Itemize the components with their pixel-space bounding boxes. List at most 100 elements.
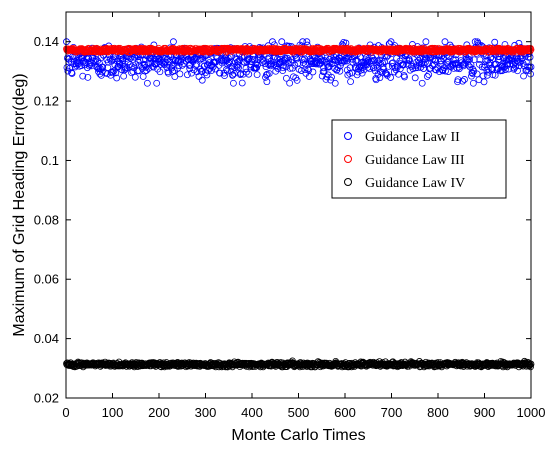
data-point bbox=[515, 62, 523, 70]
data-point bbox=[153, 79, 161, 87]
data-point bbox=[484, 65, 492, 73]
data-point bbox=[400, 60, 407, 68]
data-point bbox=[276, 55, 284, 63]
data-point bbox=[193, 60, 201, 68]
data-point bbox=[251, 56, 259, 63]
x-tick-label: 700 bbox=[381, 405, 403, 420]
data-point bbox=[110, 67, 118, 75]
data-point bbox=[258, 59, 266, 66]
data-point bbox=[353, 71, 361, 79]
x-tick-label: 900 bbox=[474, 405, 496, 420]
data-point bbox=[441, 38, 449, 46]
data-point bbox=[454, 76, 462, 84]
data-point bbox=[268, 60, 275, 68]
data-point bbox=[356, 63, 363, 71]
data-point bbox=[274, 65, 282, 73]
data-point bbox=[286, 79, 294, 87]
data-point bbox=[249, 56, 256, 63]
data-point bbox=[364, 56, 372, 64]
data-point bbox=[220, 56, 228, 64]
data-point bbox=[170, 38, 177, 46]
data-point bbox=[401, 73, 408, 81]
data-point bbox=[298, 55, 306, 63]
data-point bbox=[143, 67, 150, 74]
data-point bbox=[452, 56, 460, 64]
data-point bbox=[164, 69, 172, 77]
data-point bbox=[301, 66, 309, 74]
data-point bbox=[327, 76, 334, 84]
data-point bbox=[320, 68, 328, 75]
data-point bbox=[288, 56, 296, 64]
data-point bbox=[382, 53, 390, 61]
data-point bbox=[79, 72, 87, 80]
data-point bbox=[243, 68, 250, 76]
data-point bbox=[238, 53, 246, 61]
data-point bbox=[525, 67, 533, 74]
data-point bbox=[422, 38, 430, 46]
data-point bbox=[453, 64, 461, 72]
data-point bbox=[238, 79, 246, 87]
data-point bbox=[431, 66, 439, 73]
legend-marker bbox=[344, 178, 352, 186]
data-point bbox=[461, 76, 468, 83]
x-axis-label: Monte Carlo Times bbox=[231, 427, 365, 444]
data-point bbox=[99, 63, 107, 71]
data-point bbox=[344, 71, 352, 79]
data-point bbox=[198, 76, 206, 84]
data-point bbox=[68, 70, 76, 77]
y-axis-label: Maximum of Grid Heading Error(deg) bbox=[11, 73, 28, 336]
x-tick-label: 100 bbox=[102, 405, 124, 420]
x-tick-label: 300 bbox=[195, 405, 217, 420]
data-point bbox=[483, 66, 491, 74]
data-point bbox=[224, 54, 232, 62]
data-point bbox=[109, 68, 117, 76]
series-3-points bbox=[63, 357, 535, 371]
x-tick-label: 800 bbox=[427, 405, 449, 420]
data-point bbox=[136, 57, 144, 64]
x-tick-label: 200 bbox=[148, 405, 170, 420]
data-point bbox=[235, 64, 242, 71]
legend-marker bbox=[344, 155, 352, 163]
legend-label: Guidance Law II bbox=[365, 130, 460, 145]
legend: Guidance Law II Guidance Law III Guidance … bbox=[331, 119, 507, 199]
data-point bbox=[113, 74, 121, 82]
data-point bbox=[122, 65, 129, 73]
data-point bbox=[145, 64, 153, 72]
x-tick-label: 400 bbox=[241, 405, 263, 420]
data-point bbox=[502, 66, 509, 73]
data-point bbox=[390, 68, 398, 76]
data-point bbox=[418, 79, 426, 87]
x-tick-label: 500 bbox=[288, 405, 310, 420]
data-point bbox=[305, 73, 313, 80]
data-point bbox=[156, 61, 164, 68]
data-point bbox=[498, 67, 506, 75]
data-point bbox=[134, 58, 142, 66]
data-point bbox=[176, 48, 184, 56]
data-point bbox=[229, 71, 237, 79]
data-point bbox=[245, 70, 253, 78]
series-2-points bbox=[63, 44, 535, 56]
data-point bbox=[301, 55, 308, 63]
data-point bbox=[171, 73, 179, 81]
data-point bbox=[265, 70, 273, 77]
data-point bbox=[263, 78, 271, 86]
data-point bbox=[282, 63, 290, 71]
data-point bbox=[156, 68, 164, 76]
data-point bbox=[469, 79, 477, 87]
y-tick-label: 0.04 bbox=[34, 331, 59, 346]
data-point bbox=[252, 60, 260, 68]
data-point bbox=[143, 79, 151, 87]
data-point bbox=[92, 48, 100, 56]
data-point bbox=[299, 38, 307, 46]
y-tick-label: 0.14 bbox=[34, 34, 59, 49]
data-point bbox=[411, 74, 419, 82]
data-point bbox=[522, 58, 530, 66]
data-point bbox=[450, 64, 458, 72]
data-point bbox=[283, 74, 290, 82]
data-point bbox=[387, 38, 395, 46]
data-point bbox=[285, 56, 293, 64]
data-point bbox=[220, 69, 228, 77]
data-point bbox=[491, 38, 499, 46]
data-point bbox=[278, 38, 286, 46]
data-point bbox=[378, 69, 386, 76]
